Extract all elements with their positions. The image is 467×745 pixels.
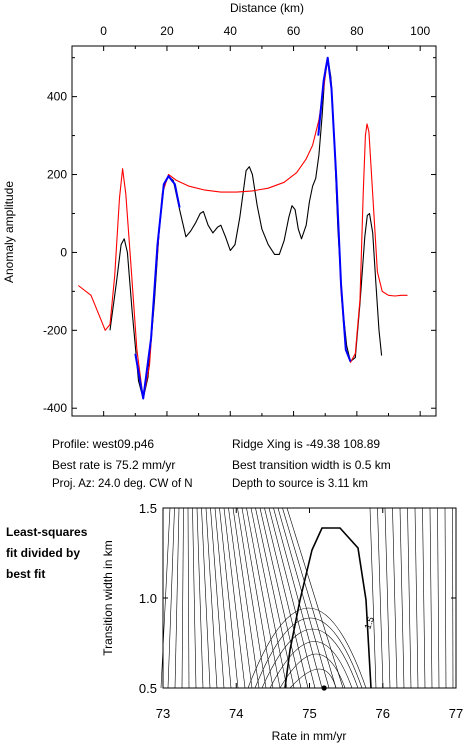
top-y-tick-label: 0 (60, 245, 67, 259)
top-plot-frame (71, 45, 437, 417)
top-y-tick-label: -200 (43, 323, 67, 337)
contour-line (246, 507, 281, 689)
contour-line (250, 507, 288, 689)
contour-line (201, 507, 211, 689)
contour-arch (261, 628, 359, 689)
contour-line (228, 507, 253, 689)
top-y-tick-label: -400 (43, 401, 67, 415)
least-squares-note: Least-squares fit divided by best fit (6, 522, 106, 585)
contour-line-right (414, 507, 419, 689)
best-width-text: Best transition width is 0.5 km (232, 458, 391, 472)
model-anomaly-line (77, 57, 408, 400)
ridge-xing-text: Ridge Xing is -49.38 108.89 (232, 437, 381, 451)
contour-line (277, 507, 330, 689)
contour-line (282, 507, 337, 689)
bottom-y-tick-label: 1.0 (139, 591, 157, 606)
anomaly-profile-chart: Distance (km) Anomaly amplitude 0 20 40 60 8… (2, 1, 437, 417)
contour-line (214, 507, 232, 689)
top-y-tick-label: 400 (47, 90, 67, 104)
best-rate-text: Best rate is 75.2 mm/yr (52, 458, 176, 472)
contour-line (187, 507, 190, 689)
misfit-contour-chart: 1.5 73 74 75 76 77 0.5 1.0 1.5 Rate in mm/yr Tr… (101, 501, 463, 743)
contour-line (167, 507, 175, 689)
contour-lines (160, 507, 454, 689)
best-fit-point (321, 685, 327, 691)
contour-line (268, 507, 316, 689)
depth-text: Depth to source is 3.11 km (232, 478, 368, 490)
proj-az-text: Proj. Az: 24.0 deg. CW of N (52, 478, 193, 490)
bottom-y-tick-label: 1.5 (139, 501, 157, 516)
contour-line (255, 507, 295, 689)
contour-line (192, 507, 197, 689)
contour-line (219, 507, 239, 689)
contour-line-right (384, 507, 391, 689)
top-x-tick-label: 80 (350, 24, 364, 38)
contour-line (273, 507, 323, 689)
contour-line (174, 507, 180, 689)
contour-line (237, 507, 267, 689)
contour-line-right (422, 507, 426, 689)
contour-arch (279, 653, 346, 689)
contour-line-right (444, 507, 447, 689)
bottom-y-axis-label: Transition width in km (101, 540, 115, 656)
bottom-x-axis-label: Rate in mm/yr (272, 729, 347, 743)
contour-line-right (377, 507, 384, 689)
contour-line-right (407, 507, 412, 689)
contour-line-right (392, 507, 398, 689)
bottom-axis-ticks: 73 74 75 76 77 0.5 1.0 1.5 (139, 501, 463, 721)
fit-segment-right (317, 56, 352, 362)
bottom-x-tick-label: 74 (229, 706, 243, 721)
bottom-x-tick-label: 75 (302, 706, 316, 721)
bottom-x-tick-label: 76 (376, 706, 390, 721)
bottom-x-tick-label: 77 (449, 706, 463, 721)
top-x-tick-label: 0 (100, 24, 107, 38)
top-y-axis-label: Anomaly amplitude (2, 181, 16, 283)
contour-line (223, 507, 246, 689)
note-line-3: best fit (6, 567, 46, 581)
top-x-tick-label: 40 (224, 24, 238, 38)
contour-line (241, 507, 274, 689)
contour-1-5 (284, 527, 372, 689)
note-line-2: fit divided by (6, 546, 81, 560)
contour-arch (269, 641, 353, 689)
top-x-tick-label: 20 (160, 24, 174, 38)
contour-line (259, 507, 302, 689)
contour-line (286, 507, 344, 689)
bottom-y-tick-label: 0.5 (139, 681, 157, 696)
top-x-axis-label: Distance (km) (230, 1, 304, 15)
top-x-tick-label: 60 (287, 24, 301, 38)
contour-line-right (429, 507, 433, 689)
profile-text: Profile: west09.p46 (52, 437, 155, 451)
top-series-group (77, 56, 408, 400)
contour-line (210, 507, 225, 689)
contour-line (196, 507, 204, 689)
contour-line (232, 507, 260, 689)
contour-line (205, 507, 218, 689)
note-line-1: Least-squares (6, 525, 88, 539)
contour-arch (254, 617, 363, 689)
contour-line (264, 507, 309, 689)
top-y-tick-label: 200 (47, 168, 67, 182)
contour-arch (289, 668, 337, 689)
bottom-x-tick-label: 73 (156, 706, 170, 721)
top-x-tick-label: 100 (410, 24, 430, 38)
contour-line (181, 507, 184, 689)
contour-line-right (437, 507, 440, 689)
top-axis-ticks: 0 20 40 60 80 100 -400 -200 0 200 400 (43, 24, 436, 416)
contour-line-right (369, 507, 377, 689)
contour-arch (247, 607, 367, 689)
contour-label: 1.5 (362, 615, 376, 630)
contour-line-right (399, 507, 405, 689)
fit-segment-left (134, 175, 181, 400)
